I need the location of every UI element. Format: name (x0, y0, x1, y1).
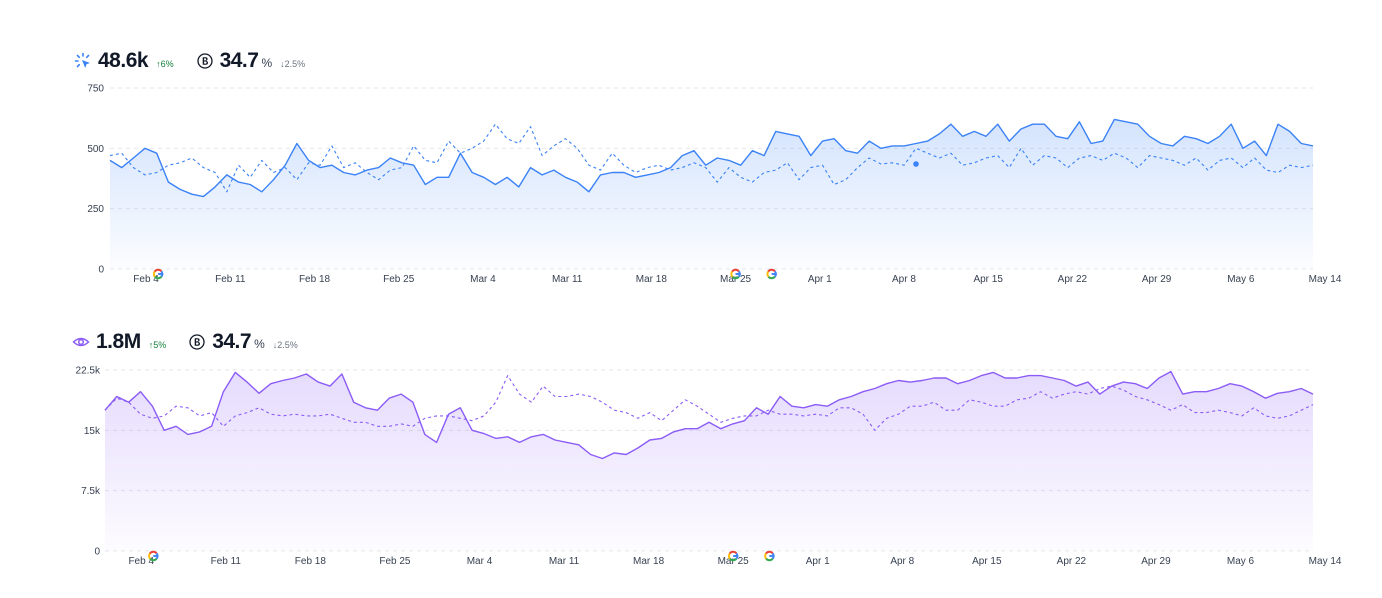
visitors-chart: 0 250 500 750 Feb 4 Feb 11 Feb 18 Feb 25 Mar 4 Ma… (87, 84, 1342, 286)
series-area (110, 119, 1313, 270)
x-tick-label: Feb 18 (295, 556, 327, 567)
x-tick-label: Mar 25 (718, 556, 750, 567)
pageviews-metrics: 1.8M ↑5% 34.7 % ↓2.5% (72, 330, 298, 354)
b-circle-icon (188, 333, 206, 351)
series-area (105, 371, 1313, 551)
x-tick-label: Feb 4 (133, 274, 159, 285)
x-tick-label: Mar 18 (633, 556, 665, 567)
bounce-rate-delta: ↓2.5% (280, 59, 306, 69)
series-line-current (109, 118, 1314, 198)
google-icon (727, 550, 739, 562)
x-tick-label: Mar 18 (636, 274, 668, 285)
x-tick-label: Apr 15 (973, 274, 1003, 285)
x-tick-label: Apr 15 (972, 556, 1002, 567)
google-icon (730, 268, 741, 280)
y-tick-label: 7.5k (81, 486, 101, 497)
x-tick-label: Feb 25 (379, 556, 411, 567)
x-tick-label: Mar 4 (467, 556, 493, 567)
google-icon (152, 268, 164, 280)
x-tick-label: Mar 25 (720, 274, 752, 285)
y-tick-label: 15k (84, 426, 101, 437)
google-icon (764, 550, 775, 562)
eye-icon (72, 333, 90, 351)
pageviews-total: 1.8M (96, 330, 141, 353)
visitors-metrics: 48.6k ↑6% 34.7 % ↓2.5% (74, 49, 305, 73)
x-tick-label: Feb 11 (215, 274, 246, 285)
x-tick-label: Mar 11 (549, 556, 580, 567)
series-line-current (104, 370, 1314, 460)
x-tick-label: May 14 (1309, 274, 1342, 285)
b-circle-icon (196, 52, 214, 70)
x-tick-label: Feb 4 (128, 556, 154, 567)
x-tick-label: Apr 1 (808, 274, 832, 285)
x-tick-label: Apr 29 (1142, 274, 1172, 285)
x-tick-label: Mar 11 (552, 274, 583, 285)
x-tick-label: Apr 29 (1141, 556, 1171, 567)
x-tick-label: Apr 8 (892, 274, 916, 285)
x-tick-label: May 6 (1227, 556, 1255, 567)
google-icon (148, 550, 159, 562)
pageviews-chart: 0 7.5k 15k 22.5k Feb 4 Feb 11 Feb 18 Feb 25 Mar … (76, 366, 1342, 568)
google-icon (766, 268, 777, 280)
pageviews-delta: ↑5% (148, 340, 167, 350)
x-tick-label: Feb 11 (211, 556, 242, 567)
pageviews-chart-panel: 0 7.5k 15k 22.5k Feb 4 Feb 11 Feb 18 Feb 25 Mar … (0, 326, 1382, 576)
x-tick-label: Apr 1 (806, 556, 830, 567)
x-tick-label: Apr 8 (890, 556, 914, 567)
x-tick-label: Feb 25 (383, 274, 415, 285)
bounce-rate-unit: % (254, 337, 265, 351)
bounce-rate-value: 34.7 (212, 330, 252, 353)
x-tick-label: Mar 4 (470, 274, 496, 285)
bounce-rate-delta: ↓2.5% (272, 340, 298, 350)
visitors-delta: ↑6% (156, 59, 174, 69)
series-line-previous (109, 123, 1314, 193)
y-tick-label: 0 (98, 265, 104, 276)
cursor-click-icon (74, 52, 92, 70)
x-tick-label: Apr 22 (1057, 556, 1087, 567)
visitors-total: 48.6k (98, 49, 149, 72)
y-tick-label: 500 (87, 144, 104, 155)
y-tick-label: 22.5k (76, 366, 101, 377)
y-tick-label: 750 (87, 84, 104, 95)
x-tick-label: Feb 18 (299, 274, 331, 285)
bounce-rate-value: 34.7 (219, 49, 259, 72)
visitors-chart-panel: 0 250 500 750 Feb 4 Feb 11 Feb 18 Feb 25 Mar 4 Ma… (0, 44, 1382, 294)
y-tick-label: 0 (94, 547, 100, 558)
y-tick-label: 250 (87, 204, 104, 215)
x-tick-label: May 6 (1227, 274, 1255, 285)
bounce-rate-unit: % (261, 56, 273, 70)
x-tick-label: May 14 (1309, 556, 1342, 567)
x-tick-label: Apr 22 (1058, 274, 1088, 285)
highlight-point (913, 161, 919, 167)
